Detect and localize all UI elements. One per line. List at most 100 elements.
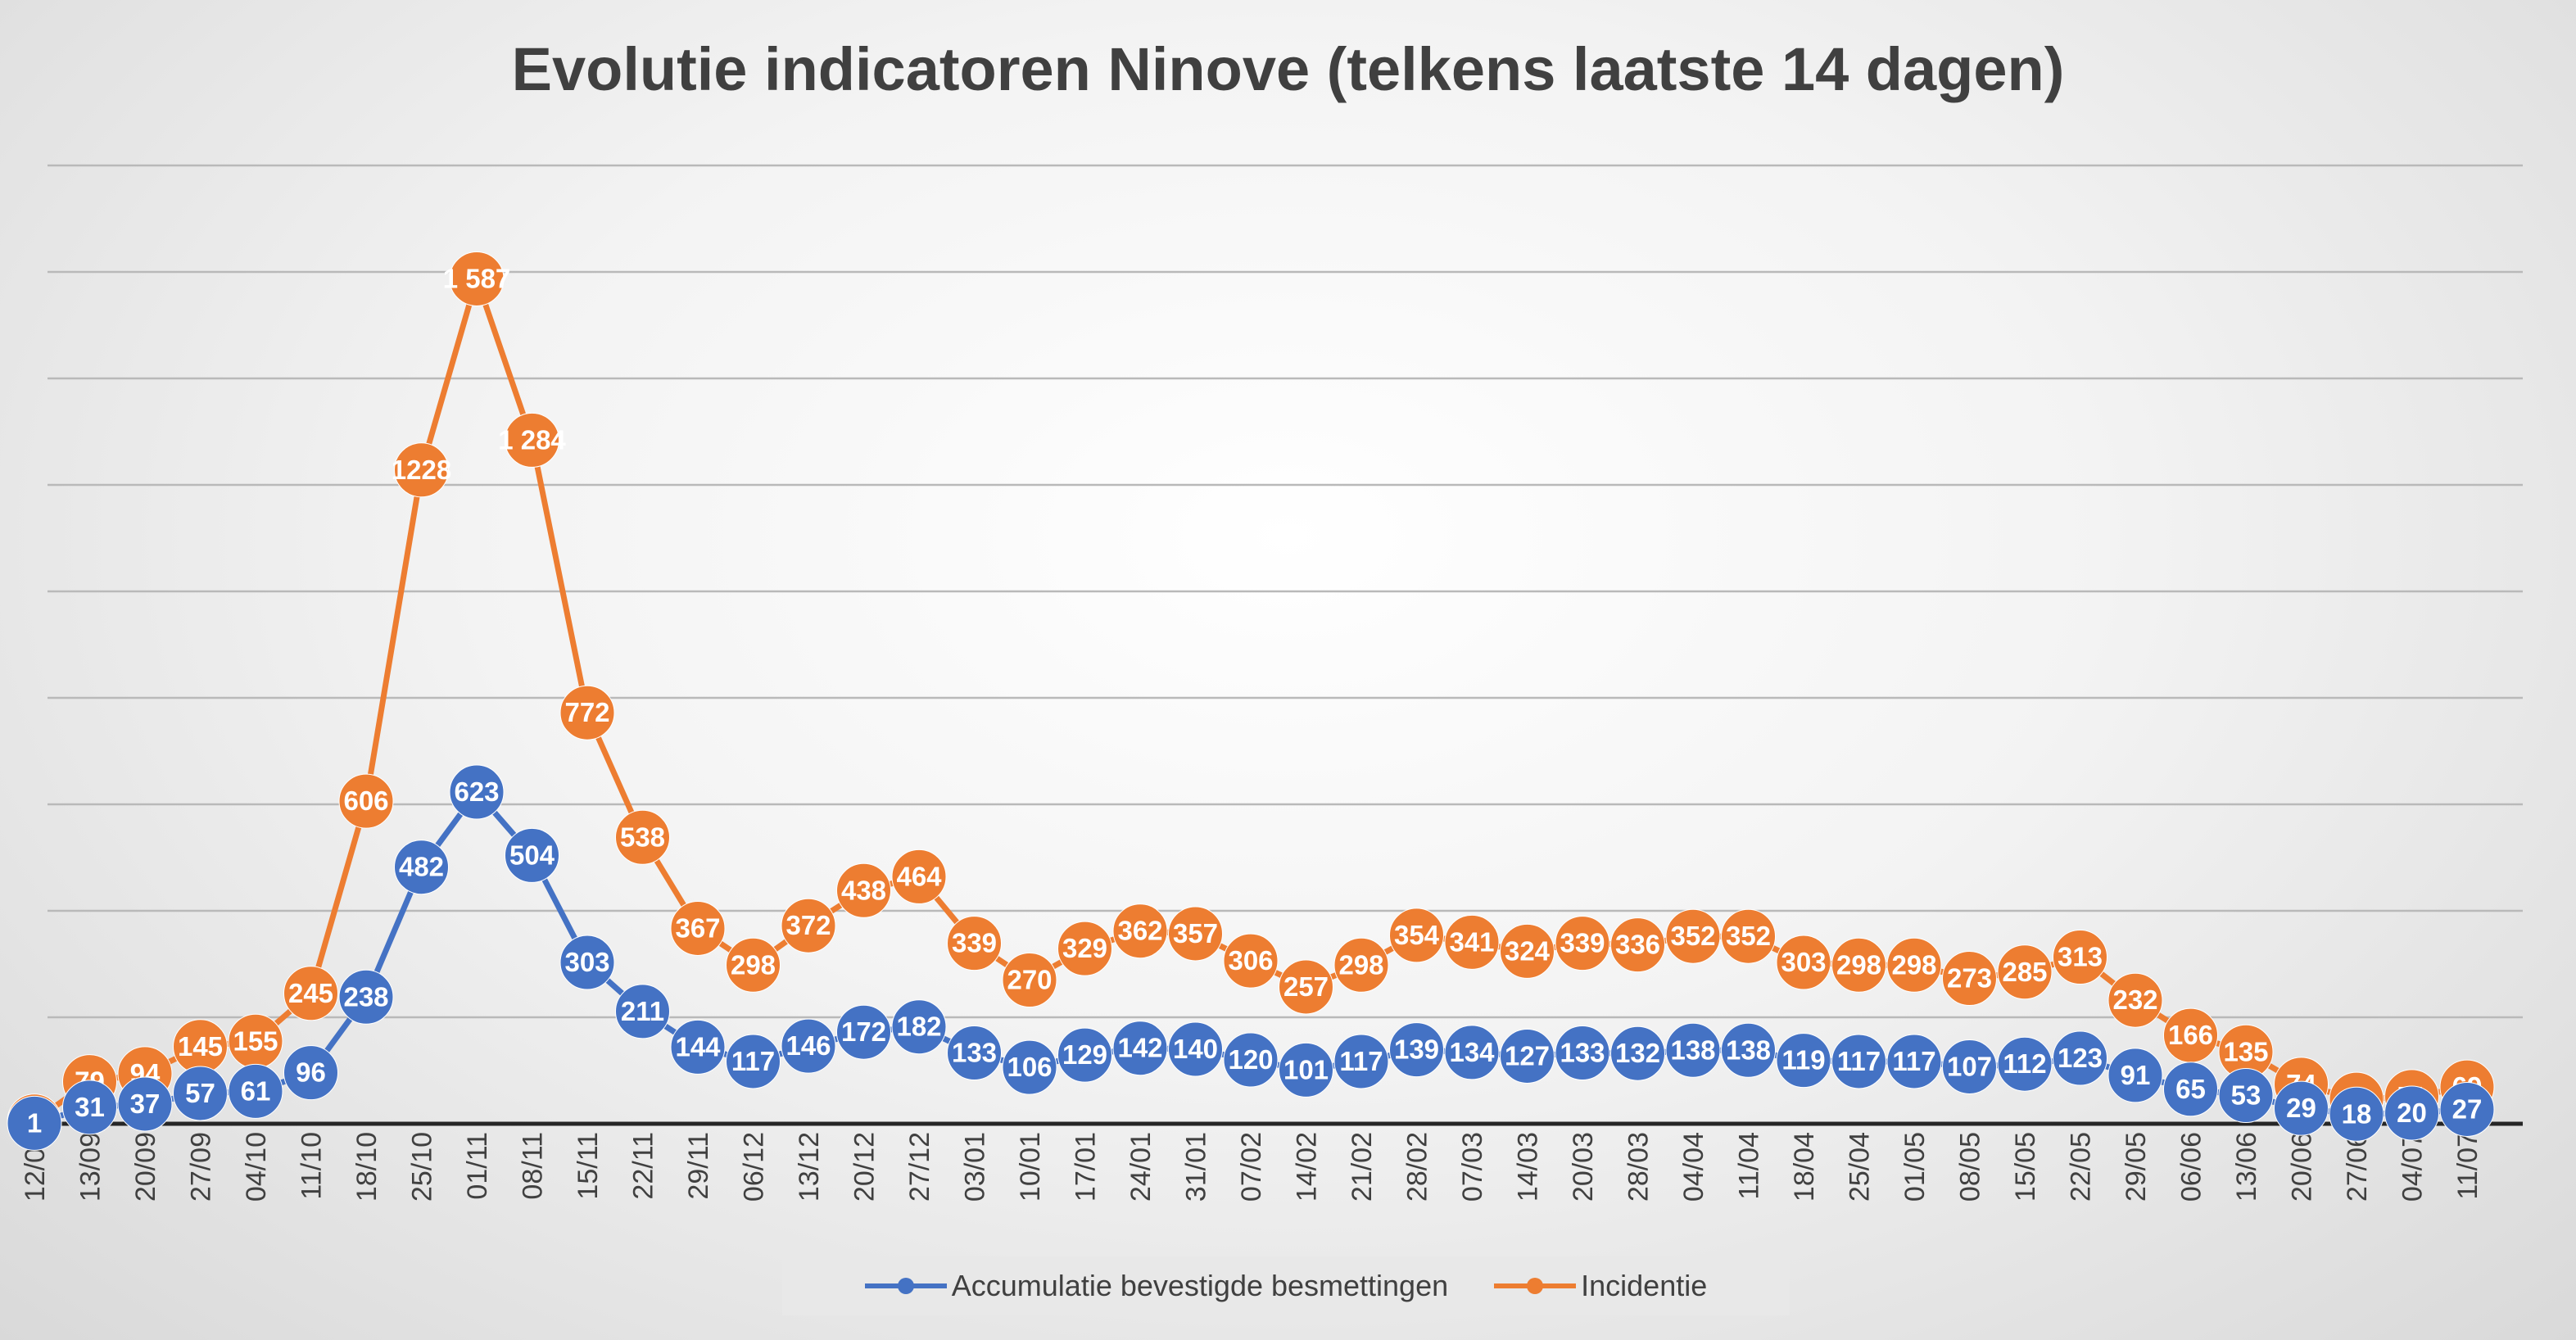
data-point: [559, 935, 615, 990]
data-label: 112: [2003, 1048, 2046, 1079]
data-point: [947, 1025, 1002, 1081]
data-point: [117, 1076, 173, 1132]
x-tick-label: 14/03: [1513, 1132, 1544, 1202]
data-label: 182: [896, 1012, 941, 1042]
data-label: 132: [1615, 1038, 1660, 1068]
data-point: [1997, 944, 2053, 1000]
data-label: 303: [1781, 947, 1826, 977]
data-label: 166: [2168, 1020, 2213, 1050]
data-point: [1500, 923, 1555, 979]
data-point: [2107, 1048, 2163, 1103]
x-tick-label: 15/05: [2010, 1132, 2041, 1202]
data-point: [1886, 1034, 1942, 1089]
data-point: [1444, 1025, 1500, 1080]
data-label: 117: [731, 1046, 775, 1076]
data-point: [394, 840, 449, 895]
data-point: [1223, 1032, 1279, 1088]
chart-title: Evolutie indicatoren Ninove (telkens laa…: [511, 35, 2065, 103]
x-tick-label: 22/11: [628, 1132, 659, 1200]
x-tick-label: 04/10: [241, 1132, 272, 1202]
data-label: 37: [130, 1089, 161, 1119]
legend-label-incidentie: Incidentie: [1581, 1269, 1708, 1302]
x-tick-label: 11/04: [1734, 1132, 1765, 1200]
x-tick-label: 08/11: [518, 1132, 549, 1200]
data-label: 134: [1449, 1037, 1495, 1067]
data-point: [1057, 1027, 1112, 1083]
data-label: 138: [1670, 1034, 1715, 1065]
data-point: [947, 916, 1002, 971]
data-label: 146: [785, 1030, 831, 1061]
data-label: 298: [1836, 949, 1881, 980]
data-label: 106: [1007, 1052, 1052, 1082]
data-label: 101: [1283, 1054, 1329, 1084]
data-label: 298: [1891, 949, 1936, 980]
data-point: [670, 1019, 726, 1075]
data-label: 91: [2121, 1060, 2151, 1090]
data-label: 1228: [392, 455, 451, 485]
data-point: [1112, 903, 1168, 959]
data-point: [1500, 1028, 1555, 1084]
x-tick-label: 08/05: [1955, 1132, 1986, 1202]
data-point: [2439, 1081, 2495, 1137]
data-point: [449, 251, 505, 306]
data-point: [1279, 1042, 1333, 1098]
data-point: [836, 862, 891, 918]
data-label: 245: [288, 978, 333, 1008]
data-point: [1002, 1039, 1057, 1095]
x-tick-label: 10/01: [1015, 1132, 1046, 1202]
data-point: [2107, 972, 2163, 1028]
data-label: 123: [2058, 1043, 2103, 1073]
data-point: [1112, 1021, 1168, 1076]
data-label: 1 587: [443, 263, 511, 293]
data-label: 140: [1173, 1034, 1218, 1064]
data-label: 133: [952, 1038, 997, 1068]
data-point: [1333, 937, 1389, 993]
data-label: 53: [2231, 1080, 2261, 1111]
data-point: [1665, 908, 1721, 964]
x-tick-label: 06/06: [2176, 1132, 2207, 1202]
x-tick-label: 07/03: [1457, 1132, 1488, 1202]
data-point: [1721, 1022, 1776, 1078]
data-label: 29: [2286, 1093, 2316, 1123]
data-point: [449, 764, 505, 820]
data-point: [1444, 914, 1500, 970]
x-tick-label: 27/09: [186, 1132, 217, 1202]
data-label: 119: [1781, 1045, 1825, 1075]
data-label: 120: [1228, 1044, 1273, 1075]
data-point: [1389, 1022, 1444, 1078]
x-tick-label: 06/12: [739, 1132, 770, 1202]
data-label: 606: [343, 785, 388, 816]
data-label: 273: [1947, 963, 1992, 994]
data-point: [781, 898, 836, 953]
data-label: 1 284: [498, 424, 566, 455]
data-label: 117: [1892, 1046, 1935, 1076]
data-point: [505, 827, 559, 883]
data-point: [1389, 908, 1444, 963]
x-tick-label: 20/12: [849, 1132, 881, 1202]
data-point: [1721, 908, 1776, 964]
data-point: [62, 1080, 117, 1135]
x-tick-label: 21/02: [1347, 1132, 1378, 1202]
data-label: 155: [233, 1025, 278, 1056]
data-point: [2274, 1080, 2329, 1136]
data-point: [1831, 1034, 1886, 1089]
data-label: 232: [2112, 985, 2157, 1015]
x-tick-label: 29/05: [2121, 1132, 2152, 1202]
x-tick-label: 13/09: [75, 1132, 106, 1202]
x-tick-label: 22/05: [2066, 1132, 2097, 1202]
data-label: 352: [1670, 921, 1715, 951]
data-label: 464: [896, 861, 942, 891]
legend-item-accumulatie: Accumulatie bevestigde besmettingen: [864, 1269, 1448, 1303]
data-label: 57: [185, 1078, 215, 1108]
data-label: 306: [1228, 945, 1273, 976]
data-label: 117: [1339, 1046, 1383, 1076]
data-point: [1610, 917, 1665, 973]
data-point: [1555, 916, 1610, 971]
data-point: [1831, 937, 1886, 993]
data-point: [1942, 1039, 1997, 1094]
data-label: 298: [1338, 949, 1383, 980]
data-point: [228, 1063, 283, 1119]
data-label: 285: [2002, 957, 2047, 987]
data-point: [1168, 906, 1223, 962]
